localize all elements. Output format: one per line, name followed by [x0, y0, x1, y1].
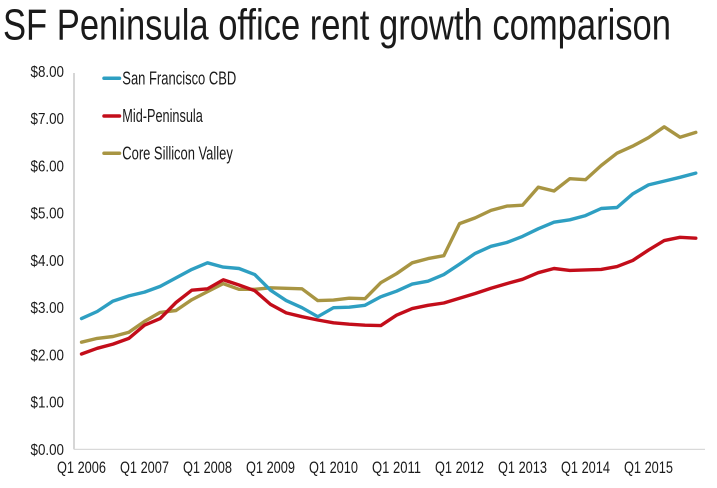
svg-text:Q1 2007: Q1 2007 [120, 459, 169, 477]
svg-text:$7.00: $7.00 [31, 111, 65, 128]
svg-text:$6.00: $6.00 [31, 158, 65, 175]
svg-text:$2.00: $2.00 [31, 347, 65, 364]
svg-text:$0.00: $0.00 [31, 442, 65, 459]
svg-text:Q1 2011: Q1 2011 [372, 459, 421, 477]
svg-text:Q1 2008: Q1 2008 [183, 459, 232, 477]
svg-text:San Francisco CBD: San Francisco CBD [122, 68, 236, 88]
svg-text:$3.00: $3.00 [31, 300, 65, 317]
svg-text:$8.00: $8.00 [31, 64, 65, 81]
svg-text:Q1 2014: Q1 2014 [561, 459, 610, 477]
svg-text:Core Sillicon Valley: Core Sillicon Valley [122, 143, 233, 163]
svg-text:Q1 2010: Q1 2010 [309, 459, 358, 477]
svg-text:Q1 2013: Q1 2013 [498, 459, 547, 477]
svg-text:Q1 2009: Q1 2009 [246, 459, 295, 477]
svg-text:$4.00: $4.00 [31, 253, 65, 270]
svg-text:Q1 2012: Q1 2012 [435, 459, 484, 477]
svg-text:Mid-Peninsula: Mid-Peninsula [122, 106, 203, 126]
svg-text:Q1 2015: Q1 2015 [624, 459, 673, 477]
svg-text:$1.00: $1.00 [31, 395, 65, 412]
svg-text:SF Peninsula office rent growt: SF Peninsula office rent growth comparis… [3, 1, 671, 50]
svg-text:$5.00: $5.00 [31, 206, 65, 223]
svg-text:Q1 2006: Q1 2006 [57, 459, 106, 477]
